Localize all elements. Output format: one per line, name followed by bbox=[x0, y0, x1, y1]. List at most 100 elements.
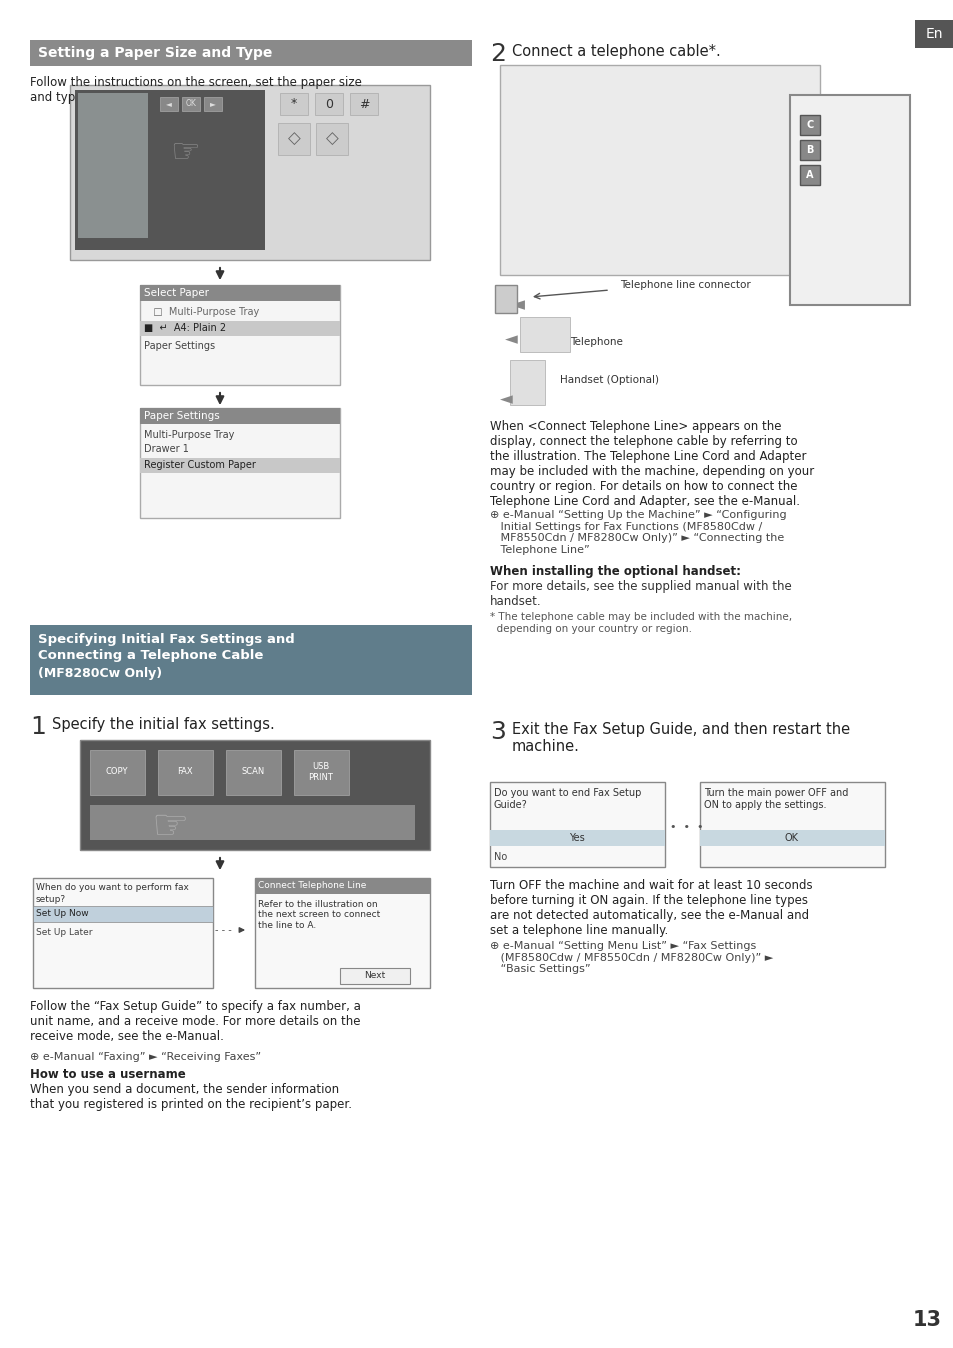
Text: Specifying Initial Fax Settings and: Specifying Initial Fax Settings and bbox=[38, 634, 294, 646]
Text: ☞: ☞ bbox=[152, 805, 189, 847]
Bar bbox=[510, 360, 544, 404]
Bar bbox=[204, 97, 222, 111]
Text: •  •  •: • • • bbox=[669, 822, 702, 832]
Text: B: B bbox=[805, 146, 813, 155]
Text: Paper Settings: Paper Settings bbox=[144, 341, 214, 350]
Text: 0: 0 bbox=[325, 97, 333, 111]
Text: ◄: ◄ bbox=[504, 330, 517, 348]
Bar bbox=[90, 805, 415, 840]
Text: Do you want to end Fax Setup: Do you want to end Fax Setup bbox=[494, 789, 640, 798]
Text: 1: 1 bbox=[30, 714, 46, 739]
Text: En: En bbox=[924, 27, 943, 40]
Text: ⊕ e-Manual “Setting Up the Machine” ► “Configuring
   Initial Settings for Fax F: ⊕ e-Manual “Setting Up the Machine” ► “C… bbox=[490, 510, 786, 555]
Text: A: A bbox=[805, 170, 813, 181]
Text: * The telephone cable may be included with the machine,
  depending on your coun: * The telephone cable may be included wi… bbox=[490, 612, 791, 634]
Text: Yes: Yes bbox=[569, 833, 584, 842]
Bar bbox=[30, 625, 472, 696]
Text: Register Custom Paper: Register Custom Paper bbox=[144, 460, 255, 470]
Text: Refer to the illustration on
the next screen to connect
the line to A.: Refer to the illustration on the next sc… bbox=[257, 900, 380, 930]
Text: Set Up Now: Set Up Now bbox=[36, 910, 89, 918]
Text: ☞: ☞ bbox=[170, 136, 200, 170]
Bar bbox=[314, 93, 343, 115]
Text: COPY: COPY bbox=[106, 767, 128, 776]
Bar bbox=[280, 93, 308, 115]
Bar bbox=[490, 782, 664, 867]
Text: Setting a Paper Size and Type: Setting a Paper Size and Type bbox=[38, 46, 273, 61]
Bar bbox=[339, 968, 410, 984]
Text: ON to apply the settings.: ON to apply the settings. bbox=[703, 799, 825, 810]
Bar bbox=[800, 115, 820, 135]
Text: FAX: FAX bbox=[177, 767, 193, 776]
Bar bbox=[490, 830, 664, 847]
Bar bbox=[315, 123, 348, 155]
Bar bbox=[90, 749, 145, 795]
Bar bbox=[140, 284, 339, 301]
Bar bbox=[158, 749, 213, 795]
Bar bbox=[140, 408, 339, 518]
Text: ◄: ◄ bbox=[510, 295, 524, 314]
Bar bbox=[70, 85, 430, 260]
Bar bbox=[140, 321, 339, 336]
Text: ■  ↵  A4: Plain 2: ■ ↵ A4: Plain 2 bbox=[144, 324, 226, 333]
Text: C: C bbox=[805, 120, 813, 129]
Text: Exit the Fax Setup Guide, and then restart the
machine.: Exit the Fax Setup Guide, and then resta… bbox=[512, 723, 849, 755]
Text: *: * bbox=[291, 97, 296, 111]
Bar bbox=[800, 164, 820, 185]
Text: OK: OK bbox=[784, 833, 799, 842]
Text: When you send a document, the sender information
that you registered is printed : When you send a document, the sender inf… bbox=[30, 1082, 352, 1111]
Text: When do you want to perform fax: When do you want to perform fax bbox=[36, 883, 189, 892]
Text: Turn the main power OFF and: Turn the main power OFF and bbox=[703, 789, 847, 798]
Text: Drawer 1: Drawer 1 bbox=[144, 443, 189, 454]
Text: USB
PRINT: USB PRINT bbox=[308, 763, 334, 782]
Text: ⊕ e-Manual “Setting Menu List” ► “Fax Settings
   (MF8580Cdw / MF8550Cdn / MF828: ⊕ e-Manual “Setting Menu List” ► “Fax Se… bbox=[490, 941, 773, 975]
Text: Next: Next bbox=[364, 972, 385, 980]
Bar bbox=[160, 97, 178, 111]
Bar bbox=[254, 878, 430, 988]
Text: Turn OFF the machine and wait for at least 10 seconds
before turning it ON again: Turn OFF the machine and wait for at lea… bbox=[490, 879, 812, 937]
Text: Connecting a Telephone Cable: Connecting a Telephone Cable bbox=[38, 648, 263, 662]
Bar bbox=[140, 458, 339, 473]
Bar bbox=[140, 284, 339, 386]
Text: Paper Settings: Paper Settings bbox=[144, 411, 219, 421]
Text: When <Connect Telephone Line> appears on the
display, connect the telephone cabl: When <Connect Telephone Line> appears on… bbox=[490, 421, 814, 508]
Text: When installing the optional handset:: When installing the optional handset: bbox=[490, 565, 740, 578]
Text: Specify the initial fax settings.: Specify the initial fax settings. bbox=[52, 717, 274, 732]
Text: 2: 2 bbox=[490, 42, 505, 66]
Bar bbox=[800, 140, 820, 160]
Text: OK: OK bbox=[186, 100, 196, 108]
Text: ⊕ e-Manual “Faxing” ► “Receiving Faxes”: ⊕ e-Manual “Faxing” ► “Receiving Faxes” bbox=[30, 1051, 261, 1062]
Bar bbox=[700, 782, 884, 867]
Bar bbox=[519, 317, 569, 352]
Text: □  Multi-Purpose Tray: □ Multi-Purpose Tray bbox=[144, 307, 259, 317]
Text: SCAN: SCAN bbox=[241, 767, 264, 776]
Text: ◇: ◇ bbox=[325, 129, 338, 148]
Bar bbox=[499, 65, 820, 275]
Bar bbox=[33, 878, 213, 988]
Bar bbox=[254, 878, 430, 894]
Text: How to use a username: How to use a username bbox=[30, 1068, 186, 1081]
Bar bbox=[294, 749, 349, 795]
Text: - - -: - - - bbox=[214, 925, 232, 936]
Text: Follow the instructions on the screen, set the paper size
and type.: Follow the instructions on the screen, s… bbox=[30, 75, 361, 104]
Text: Select Paper: Select Paper bbox=[144, 288, 209, 298]
Text: 3: 3 bbox=[490, 720, 505, 744]
Text: For more details, see the supplied manual with the
handset.: For more details, see the supplied manua… bbox=[490, 580, 791, 608]
Bar bbox=[78, 93, 148, 239]
Bar bbox=[140, 408, 339, 425]
Bar bbox=[700, 830, 884, 847]
Text: Guide?: Guide? bbox=[494, 799, 527, 810]
Bar bbox=[495, 284, 517, 313]
Bar bbox=[350, 93, 377, 115]
Bar bbox=[277, 123, 310, 155]
Bar bbox=[75, 90, 265, 249]
Bar bbox=[914, 20, 953, 49]
Text: Set Up Later: Set Up Later bbox=[36, 927, 92, 937]
Text: Follow the “Fax Setup Guide” to specify a fax number, a
unit name, and a receive: Follow the “Fax Setup Guide” to specify … bbox=[30, 1000, 360, 1043]
Bar bbox=[226, 749, 281, 795]
Text: ►: ► bbox=[210, 100, 215, 108]
Text: ◄: ◄ bbox=[166, 100, 172, 108]
Bar bbox=[789, 94, 909, 305]
Text: Telephone: Telephone bbox=[569, 337, 622, 346]
Text: #: # bbox=[358, 97, 369, 111]
Bar bbox=[33, 906, 213, 922]
